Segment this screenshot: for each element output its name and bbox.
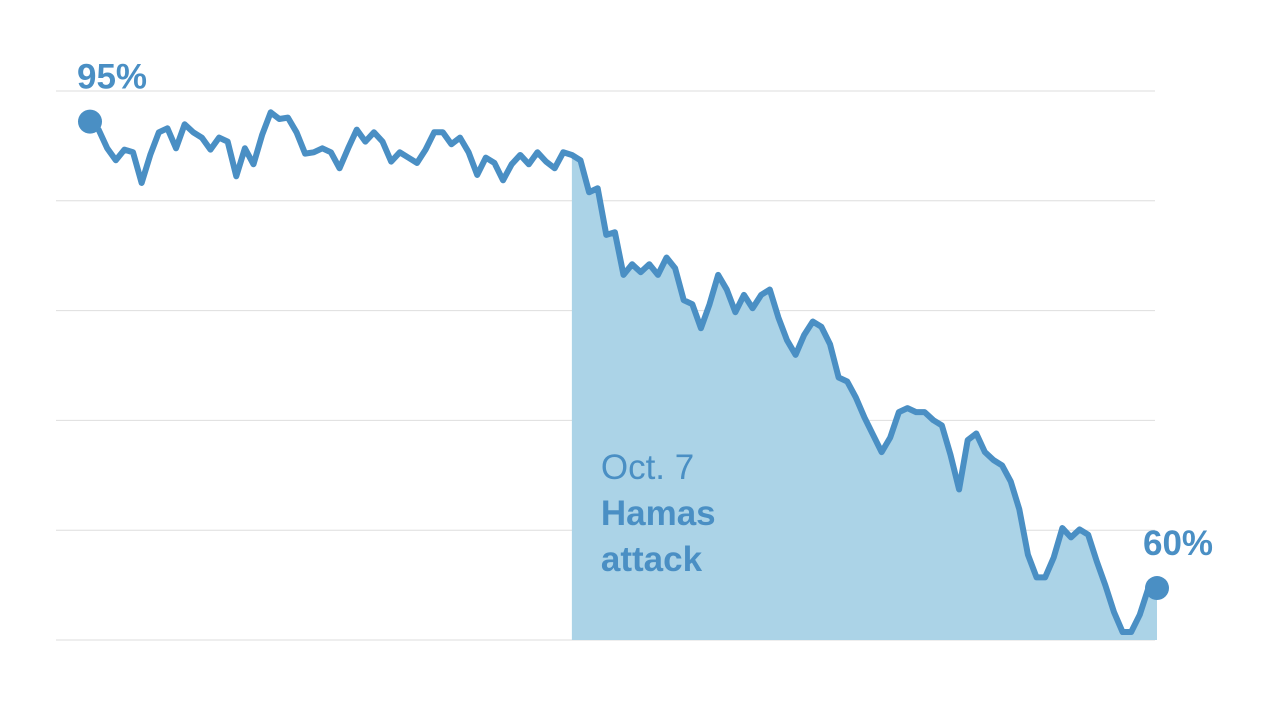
value-label: 60% — [1143, 524, 1213, 563]
end-dot — [78, 109, 102, 134]
value-label: 95% — [77, 58, 147, 97]
annotation: Hamas — [601, 494, 716, 533]
annotation: attack — [601, 540, 703, 579]
end-dot — [1145, 576, 1169, 601]
annotation: Oct. 7 — [601, 448, 694, 487]
line — [87, 109, 1157, 636]
